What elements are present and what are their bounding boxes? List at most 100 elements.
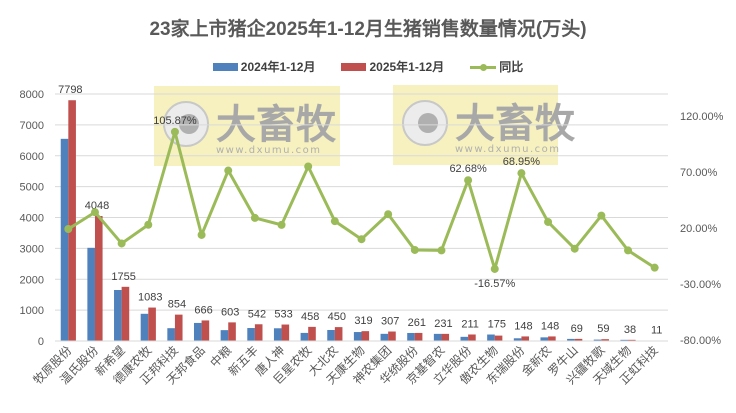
bar-data-label: 211 (461, 318, 479, 330)
y-axis-left-tick: 7000 (20, 120, 44, 132)
yoy-marker (490, 264, 499, 273)
watermark-text: 大畜牧 (455, 101, 576, 147)
bar-2024 (220, 330, 229, 341)
bar-data-label: 603 (221, 306, 239, 318)
yoy-marker (64, 225, 73, 234)
yoy-marker (464, 176, 473, 185)
bar-2025 (574, 338, 583, 341)
legend-item-2025: 2025年1-12月 (341, 58, 444, 75)
watermark-url: www.dxumu.com (216, 145, 322, 156)
bar-2024 (487, 334, 495, 341)
watermark-logo-pupil (418, 113, 438, 133)
bar-2024 (193, 322, 202, 341)
bar-2025 (628, 339, 636, 341)
yoy-marker (277, 220, 286, 229)
bar-data-label: 307 (381, 316, 399, 328)
bar-2025 (174, 314, 183, 341)
yoy-marker (437, 246, 446, 255)
bar-2025 (121, 286, 130, 341)
bar-data-label: 533 (274, 309, 292, 321)
y-axis-right-tick: 120.00% (680, 111, 724, 123)
yoy-marker (304, 162, 313, 171)
yoy-marker (144, 220, 153, 229)
y-axis-left-tick: 4000 (20, 213, 44, 225)
bar-2024 (87, 247, 95, 341)
legend-swatch-line (470, 63, 497, 71)
yoy-marker (597, 211, 606, 220)
bar-data-label: 69 (571, 323, 583, 335)
yoy-marker (117, 239, 126, 248)
yoy-marker (170, 127, 179, 136)
bar-2025 (521, 336, 530, 341)
bar-data-label: 261 (408, 317, 426, 329)
bar-data-label: 175 (488, 319, 506, 331)
bar-2024 (407, 332, 415, 341)
y-axis-right-tick: -30.00% (680, 279, 721, 291)
y-axis-right-tick: -80.00% (680, 335, 721, 347)
bar-data-label: 458 (301, 311, 319, 323)
yoy-marker (650, 263, 659, 272)
bar-data-label: 38 (624, 324, 636, 336)
y-axis-left-tick: 1000 (20, 305, 44, 317)
yoy-data-label: 105.87% (153, 115, 197, 127)
bar-2025 (201, 320, 210, 341)
y-axis-right-tick: 70.00% (680, 167, 718, 179)
bar-2025 (281, 324, 290, 341)
bar-2024 (540, 337, 549, 341)
yoy-data-label: -16.57% (474, 278, 515, 290)
legend-label-2025: 2025年1-12月 (369, 60, 445, 74)
bar-2025 (254, 324, 263, 341)
yoy-marker (624, 246, 633, 255)
bar-2025 (548, 336, 556, 341)
bar-2024 (460, 336, 469, 341)
bar-2024 (300, 332, 309, 341)
bar-data-label: 59 (597, 323, 609, 335)
bar-data-label: 148 (514, 320, 532, 332)
y-axis-right-tick: 20.00% (680, 223, 718, 235)
bar-2025 (334, 327, 343, 341)
bar-2024 (140, 313, 149, 341)
yoy-marker (197, 230, 206, 239)
chart-title: 23家上市猪企2025年1-12月生猪销售数量情况(万头) (149, 19, 587, 40)
bar-2025 (228, 322, 236, 341)
bar-2025 (601, 339, 609, 341)
bar-2024 (167, 328, 175, 341)
bar-2024 (433, 333, 442, 341)
y-axis-left-tick: 8000 (20, 89, 44, 101)
bar-2024 (620, 339, 629, 341)
bar-2025 (94, 216, 103, 341)
bar-2025 (441, 333, 450, 341)
bar-data-label: 4048 (85, 200, 109, 212)
bar-2024 (247, 328, 255, 341)
bar-data-label: 854 (168, 299, 186, 311)
y-axis-left-tick: 0 (38, 336, 44, 348)
yoy-marker (384, 210, 393, 219)
bar-2025 (148, 307, 156, 341)
bar-2025 (308, 326, 316, 341)
y-axis-left-tick: 6000 (20, 151, 44, 163)
bar-data-label: 1755 (111, 271, 135, 283)
legend-swatch-blue (212, 62, 238, 71)
bar-2024 (353, 332, 362, 341)
yoy-marker (357, 235, 366, 244)
y-axis-left-tick: 3000 (20, 243, 44, 255)
legend-label-yoy: 同比 (499, 60, 524, 74)
watermark-url: www.dxumu.com (455, 144, 561, 155)
bar-2024 (567, 338, 575, 341)
bar-2024 (273, 328, 282, 341)
yoy-marker (250, 213, 259, 222)
bar-data-label: 231 (434, 318, 452, 330)
bar-2025 (414, 332, 423, 341)
bar-2024 (593, 339, 602, 341)
y-axis-left-tick: 2000 (20, 274, 44, 286)
yoy-marker (224, 166, 233, 175)
legend-label-2024: 2024年1-12月 (240, 60, 316, 74)
bar-data-label: 1083 (138, 292, 162, 304)
yoy-marker (90, 208, 99, 217)
bar-2025 (388, 331, 396, 341)
bar-2024 (380, 333, 389, 341)
y-axis-left-tick: 5000 (20, 182, 44, 194)
chart-legend: 2024年1-12月 2025年1-12月 同比 (0, 58, 736, 75)
